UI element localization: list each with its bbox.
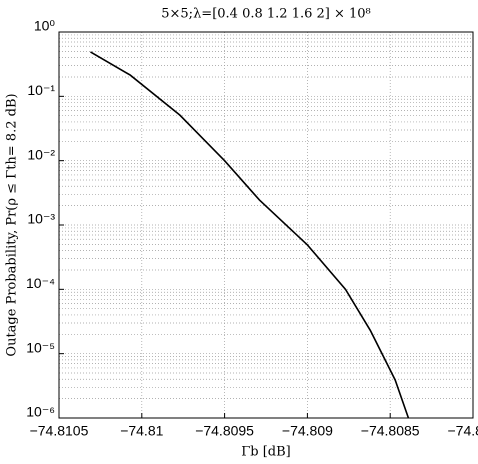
x-tick-label: −74.8095	[195, 423, 254, 439]
line	[90, 51, 410, 419]
x-tick-label: −74.8085	[361, 423, 420, 439]
y-tick-label: 10⁻⁶	[26, 404, 55, 420]
plot-frame	[58, 31, 474, 419]
x-axis-label: Γb [dB]	[241, 445, 291, 460]
y-tick-label: 10⁻⁴	[26, 275, 55, 291]
x-tick-label: −74.808	[448, 423, 478, 439]
y-tick-label: 10⁻²	[27, 146, 55, 162]
y-tick-label: 10⁻³	[27, 211, 55, 227]
chart-title: 5×5;λ=[0.4 0.8 1.2 1.6 2] × 10⁸	[161, 7, 371, 22]
x-tick-label: −74.81	[120, 423, 163, 439]
y-tick-label: 10⁻¹	[27, 82, 55, 98]
y-axis-label: Outage Probability, Pr(ρ ≤ Γth= 8.2 dB)	[5, 93, 20, 356]
x-tick-label: −74.8105	[30, 423, 89, 439]
x-tick-label: −74.809	[282, 423, 333, 439]
y-tick-label: 10⁻⁵	[26, 339, 55, 355]
y-tick-label: 10⁰	[34, 18, 56, 34]
